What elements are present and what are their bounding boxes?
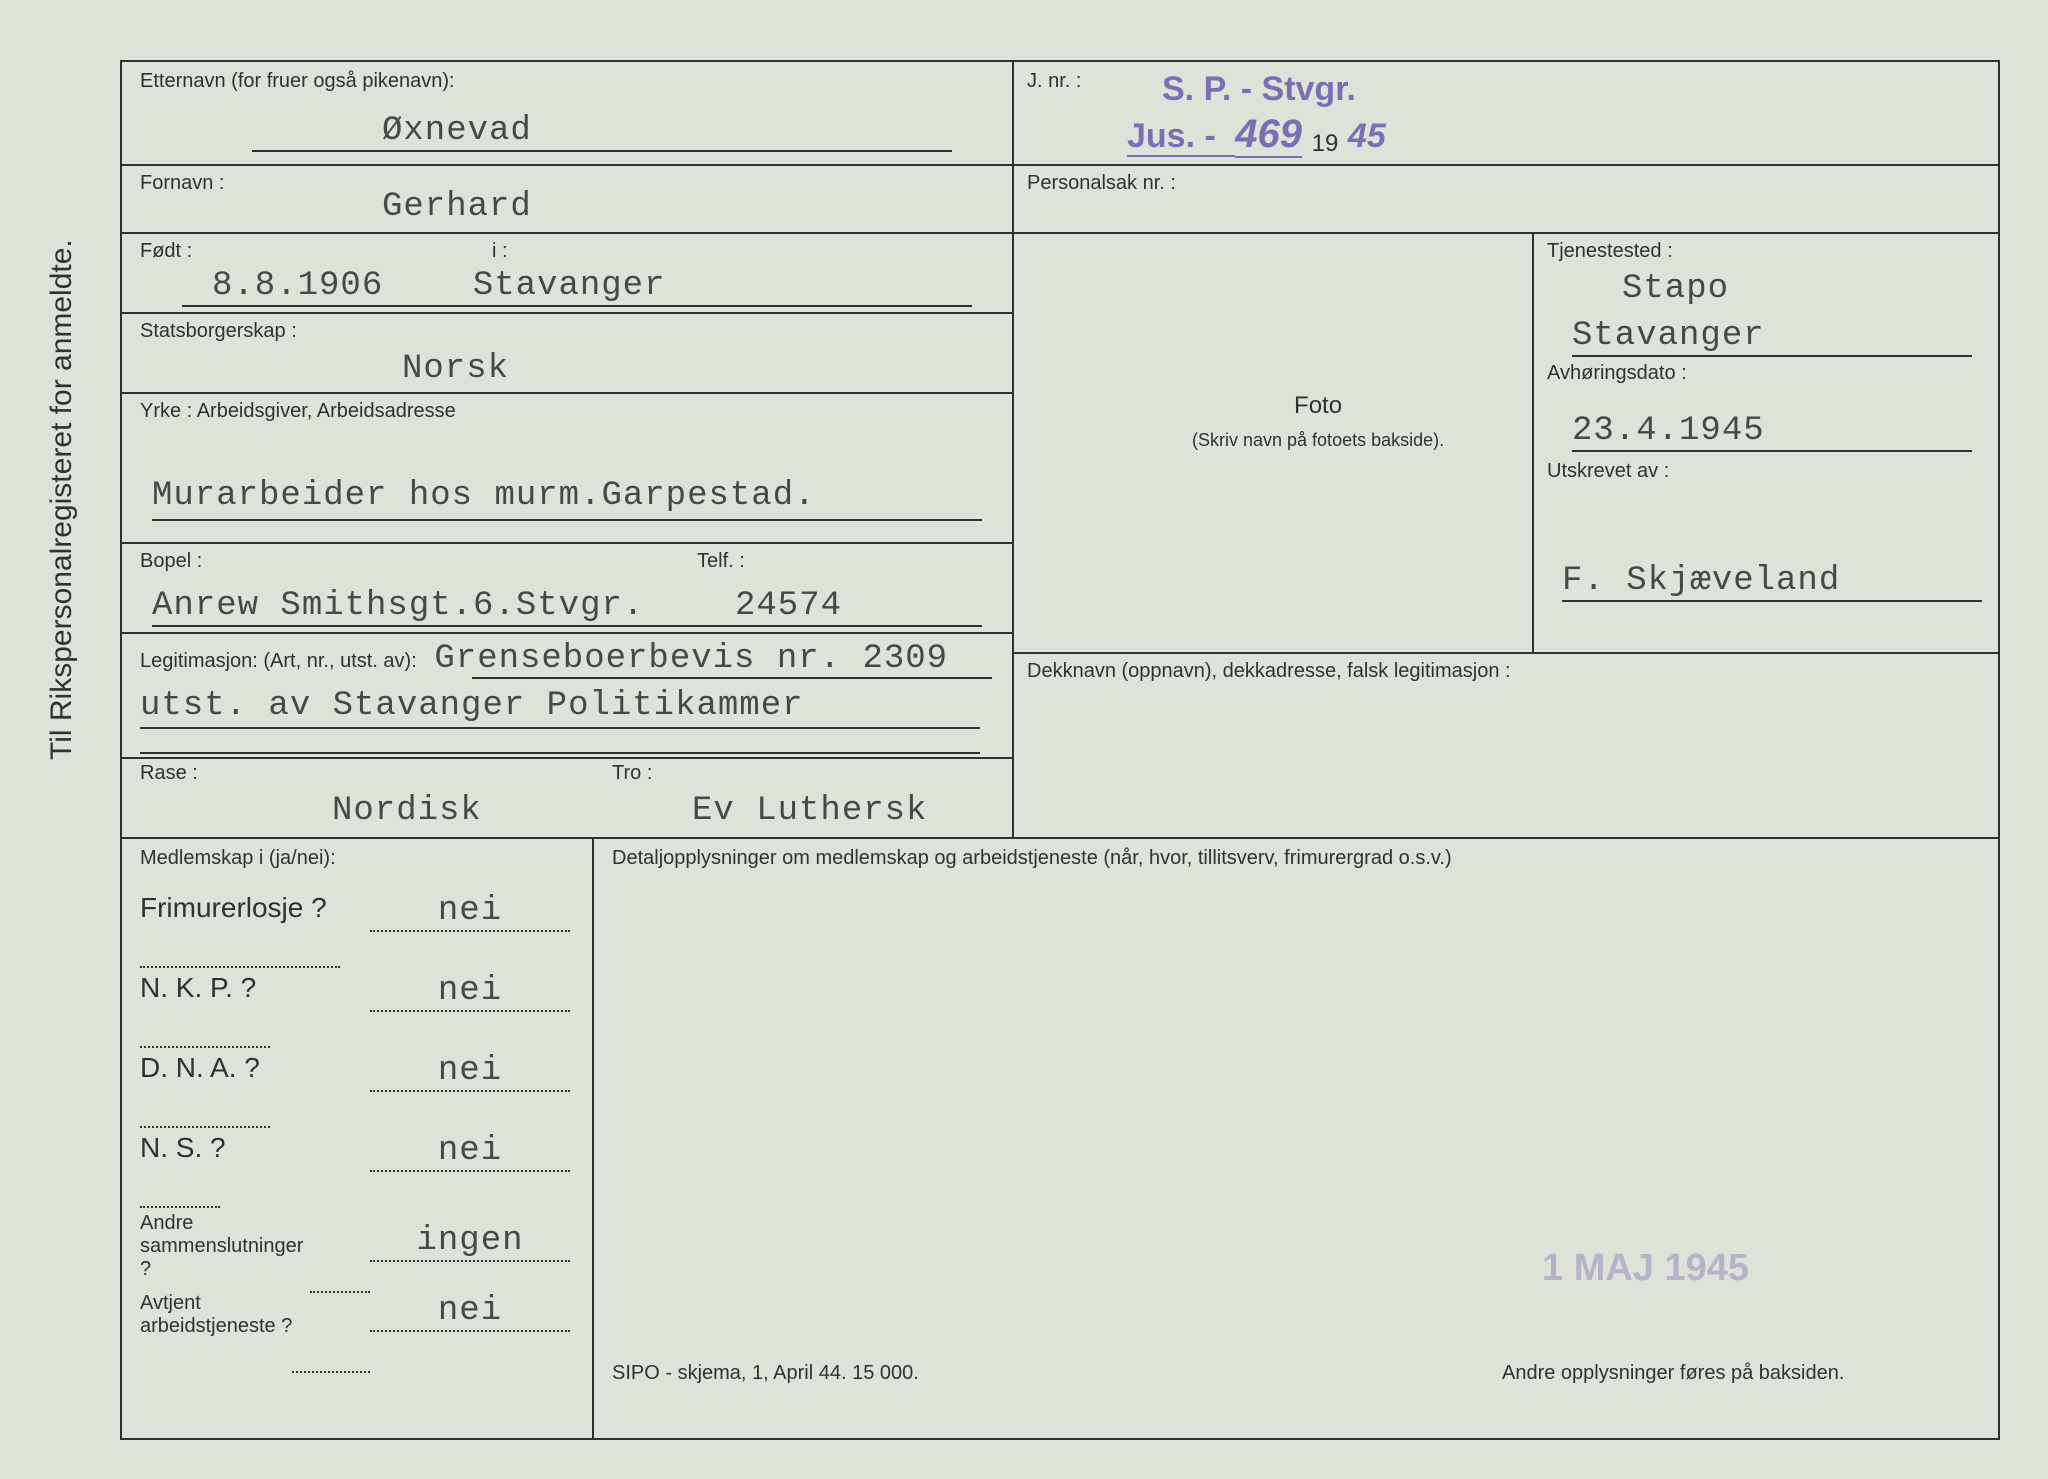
label-telf: Telf. : — [697, 550, 745, 572]
value-frimurer: nei — [438, 892, 502, 930]
value-fodt-i: Stavanger — [393, 267, 666, 305]
value-avtjent: nei — [438, 1292, 502, 1330]
dot-ns — [140, 1172, 220, 1208]
label-fodt: Født : — [140, 240, 192, 262]
label-foto: Foto — [1192, 392, 1444, 420]
label-statsborgerskap: Statsborgerskap : — [140, 320, 297, 342]
label-bopel: Bopel : — [140, 550, 202, 572]
label-foto-note: (Skriv navn på fotoets bakside). — [1192, 430, 1444, 451]
label-utskrevet: Utskrevet av : — [1547, 460, 1669, 482]
label-personalsak: Personalsak nr. : — [1027, 172, 1176, 194]
value-rase: Nordisk — [332, 792, 482, 830]
label-frimurer: Frimurerlosje ? — [140, 892, 327, 923]
dot-frimurer — [140, 932, 340, 968]
hline-7 — [122, 757, 1012, 759]
divider-v3 — [592, 837, 594, 1439]
dot-avtjent — [292, 1337, 370, 1373]
divider-v1 — [1012, 62, 1014, 837]
value-statsborgerskap: Norsk — [402, 350, 509, 388]
label-tjenestested: Tjenestested : — [1547, 240, 1673, 262]
divider-v2 — [1532, 232, 1534, 652]
label-andre-oppl: Andre opplysninger føres på baksiden. — [1502, 1362, 1844, 1384]
hline-legit1 — [472, 677, 992, 679]
stamp-jnr2: Jus. - — [1127, 117, 1235, 157]
date-stamp: 1 MAJ 1945 — [1542, 1247, 1749, 1290]
value-jnr-num: 469 — [1235, 112, 1302, 158]
dot-andre — [310, 1257, 370, 1293]
hline-4 — [122, 392, 1012, 394]
value-legit2: utst. av Stavanger Politikammer — [140, 687, 980, 729]
value-legit1: Grenseboerbevis nr. 2309 — [434, 640, 948, 678]
value-tjenestested1: Stapo — [1622, 270, 1729, 308]
value-yrke: Murarbeider hos murm.Garpestad. — [152, 477, 982, 521]
value-etternavn: Øxnevad — [252, 112, 952, 152]
label-dna: D. N. A. ? — [140, 1052, 260, 1083]
label-fornavn: Fornavn : — [140, 172, 224, 194]
value-utskrevet: F. Skjæveland — [1562, 562, 1982, 602]
hline-1b — [1012, 164, 2000, 166]
label-dekknavn: Dekknavn (oppnavn), dekkadresse, falsk l… — [1027, 660, 1511, 682]
hline-8 — [122, 837, 2000, 839]
value-telf: 24574 — [735, 587, 982, 625]
label-detalj: Detaljopplysninger om medlemskap og arbe… — [612, 847, 1452, 869]
jnr-yearprefix: 19 — [1312, 130, 1339, 157]
hline-2 — [122, 232, 2000, 234]
label-medlemskap: Medlemskap i (ja/nei): — [140, 847, 336, 869]
hline-3 — [122, 312, 1012, 314]
label-andre-samm: Andre sammenslutninger ? — [140, 1212, 310, 1281]
value-dna: nei — [438, 1052, 502, 1090]
value-tjenestested2: Stavanger — [1572, 317, 1972, 357]
dot-dna — [140, 1092, 270, 1128]
hline-5 — [122, 542, 1012, 544]
hline-6 — [122, 632, 1012, 634]
label-ns: N. S. ? — [140, 1132, 226, 1163]
value-etternavn-wrap: Øxnevad — [252, 112, 952, 152]
label-avhoringsdato: Avhøringsdato : — [1547, 362, 1687, 384]
label-tro: Tro : — [612, 762, 652, 784]
hline-6b — [1012, 652, 2000, 654]
label-nkp: N. K. P. ? — [140, 972, 256, 1003]
value-fodt: 8.8.1906 — [182, 267, 383, 305]
value-tro: Ev Luthersk — [692, 792, 927, 830]
label-avtjent: Avtjent arbeidstjeneste ? — [140, 1292, 310, 1338]
value-andre-samm: ingen — [416, 1222, 523, 1260]
side-label: Til Rikspersonalregisteret for anmeldte. — [45, 239, 79, 760]
dot-nkp — [140, 1012, 270, 1048]
label-sipo: SIPO - skjema, 1, April 44. 15 000. — [612, 1362, 919, 1384]
hline-legit3 — [140, 752, 980, 754]
value-avhoringsdato: 23.4.1945 — [1572, 412, 1972, 452]
hline-1 — [122, 164, 1012, 166]
label-rase: Rase : — [140, 762, 198, 784]
label-yrke: Yrke : Arbeidsgiver, Arbeidsadresse — [140, 400, 456, 422]
label-legitimasjon: Legitimasjon: (Art, nr., utst. av): — [140, 650, 417, 672]
label-fodt-i: i : — [492, 240, 508, 262]
stamp-jnr1: S. P. - Stvgr. — [1162, 70, 1356, 109]
label-etternavn: Etternavn (for fruer også pikenavn): — [140, 70, 455, 92]
label-jnr: J. nr. : — [1027, 70, 1081, 92]
value-ns: nei — [438, 1132, 502, 1170]
value-nkp: nei — [438, 972, 502, 1010]
form-card: Etternavn (for fruer også pikenavn): Øxn… — [120, 60, 2000, 1440]
value-fornavn: Gerhard — [382, 188, 532, 226]
value-jnr-year: 45 — [1348, 117, 1386, 155]
value-bopel: Anrew Smithsgt.6.Stvgr. — [152, 587, 644, 625]
